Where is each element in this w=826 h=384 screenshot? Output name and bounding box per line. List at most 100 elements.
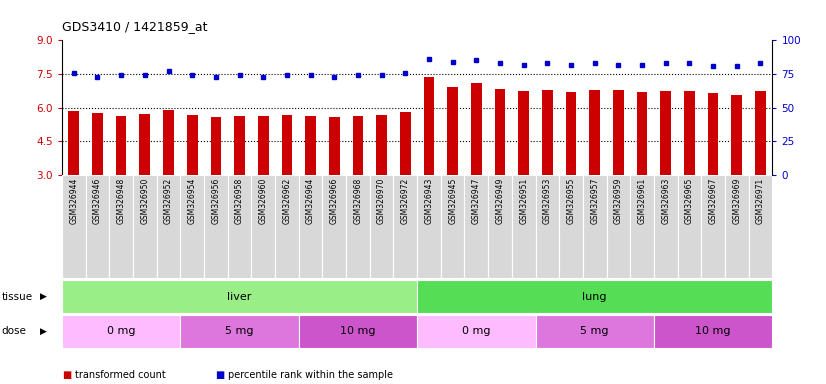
- Bar: [424, 77, 434, 175]
- Bar: [606, 175, 630, 278]
- Text: GSM326962: GSM326962: [282, 178, 292, 224]
- Bar: [258, 116, 268, 175]
- Bar: [346, 175, 370, 278]
- Bar: [613, 91, 624, 175]
- Bar: [228, 175, 251, 278]
- Bar: [637, 92, 648, 175]
- Text: GSM326957: GSM326957: [591, 178, 599, 224]
- Text: 5 mg: 5 mg: [581, 326, 609, 336]
- Bar: [725, 175, 748, 278]
- Text: ▶: ▶: [40, 327, 46, 336]
- Bar: [306, 116, 316, 175]
- Bar: [519, 91, 529, 175]
- Bar: [512, 175, 535, 278]
- Text: 10 mg: 10 mg: [695, 326, 731, 336]
- Text: tissue: tissue: [2, 291, 33, 302]
- Text: GSM326947: GSM326947: [472, 178, 481, 224]
- Bar: [299, 315, 417, 348]
- Text: GSM326964: GSM326964: [306, 178, 315, 224]
- Text: GSM326952: GSM326952: [164, 178, 173, 224]
- Bar: [164, 110, 173, 175]
- Bar: [93, 113, 102, 175]
- Text: GSM326960: GSM326960: [259, 178, 268, 224]
- Text: GSM326945: GSM326945: [449, 178, 457, 224]
- Text: GSM326970: GSM326970: [377, 178, 386, 224]
- Bar: [701, 175, 725, 278]
- Text: GSM326948: GSM326948: [116, 178, 126, 224]
- Bar: [109, 175, 133, 278]
- Bar: [62, 175, 86, 278]
- Bar: [204, 175, 228, 278]
- Bar: [732, 94, 742, 175]
- Bar: [566, 92, 577, 175]
- Bar: [86, 175, 109, 278]
- Text: GSM326953: GSM326953: [543, 178, 552, 224]
- Bar: [353, 116, 363, 175]
- Bar: [157, 175, 180, 278]
- Text: GSM326955: GSM326955: [567, 178, 576, 224]
- Bar: [590, 89, 600, 175]
- Bar: [654, 175, 677, 278]
- Text: 10 mg: 10 mg: [340, 326, 376, 336]
- Bar: [488, 175, 512, 278]
- Bar: [417, 280, 772, 313]
- Text: 0 mg: 0 mg: [107, 326, 135, 336]
- Bar: [393, 175, 417, 278]
- Text: GSM326958: GSM326958: [235, 178, 244, 224]
- Bar: [464, 175, 488, 278]
- Bar: [400, 111, 411, 175]
- Text: ■: ■: [215, 370, 224, 380]
- Text: GSM326972: GSM326972: [401, 178, 410, 224]
- Text: 0 mg: 0 mg: [462, 326, 491, 336]
- Text: GSM326943: GSM326943: [425, 178, 434, 224]
- Text: GSM326967: GSM326967: [709, 178, 718, 224]
- Text: GSM326968: GSM326968: [354, 178, 363, 224]
- Text: GSM326963: GSM326963: [662, 178, 670, 224]
- Text: GSM326956: GSM326956: [211, 178, 221, 224]
- Text: GSM326951: GSM326951: [520, 178, 528, 224]
- Text: GDS3410 / 1421859_at: GDS3410 / 1421859_at: [62, 20, 207, 33]
- Text: lung: lung: [582, 291, 607, 302]
- Text: GSM326944: GSM326944: [69, 178, 78, 224]
- Text: GSM326950: GSM326950: [140, 178, 150, 224]
- Text: ■: ■: [62, 370, 71, 380]
- Text: GSM326959: GSM326959: [614, 178, 623, 224]
- Bar: [140, 114, 150, 175]
- Text: ▶: ▶: [40, 292, 46, 301]
- Bar: [417, 315, 535, 348]
- Text: transformed count: transformed count: [75, 370, 166, 380]
- Text: liver: liver: [227, 291, 252, 302]
- Bar: [684, 91, 695, 175]
- Bar: [708, 93, 719, 175]
- Text: GSM326966: GSM326966: [330, 178, 339, 224]
- Bar: [661, 91, 671, 175]
- Bar: [583, 175, 606, 278]
- Text: percentile rank within the sample: percentile rank within the sample: [228, 370, 393, 380]
- Bar: [471, 83, 482, 175]
- Bar: [417, 175, 441, 278]
- Bar: [299, 175, 322, 278]
- Text: 5 mg: 5 mg: [225, 326, 254, 336]
- Bar: [116, 116, 126, 175]
- Bar: [282, 115, 292, 175]
- Text: GSM326954: GSM326954: [188, 178, 197, 224]
- Bar: [322, 175, 346, 278]
- Text: GSM326969: GSM326969: [733, 178, 741, 224]
- Bar: [542, 90, 553, 175]
- Bar: [448, 87, 458, 175]
- Bar: [535, 175, 559, 278]
- Bar: [441, 175, 464, 278]
- Bar: [62, 315, 180, 348]
- Bar: [62, 280, 417, 313]
- Text: GSM326946: GSM326946: [93, 178, 102, 224]
- Text: dose: dose: [2, 326, 26, 336]
- Bar: [654, 315, 772, 348]
- Bar: [211, 117, 221, 175]
- Bar: [133, 175, 157, 278]
- Bar: [370, 175, 393, 278]
- Bar: [630, 175, 654, 278]
- Bar: [677, 175, 701, 278]
- Text: GSM326971: GSM326971: [756, 178, 765, 224]
- Bar: [69, 111, 79, 175]
- Bar: [748, 175, 772, 278]
